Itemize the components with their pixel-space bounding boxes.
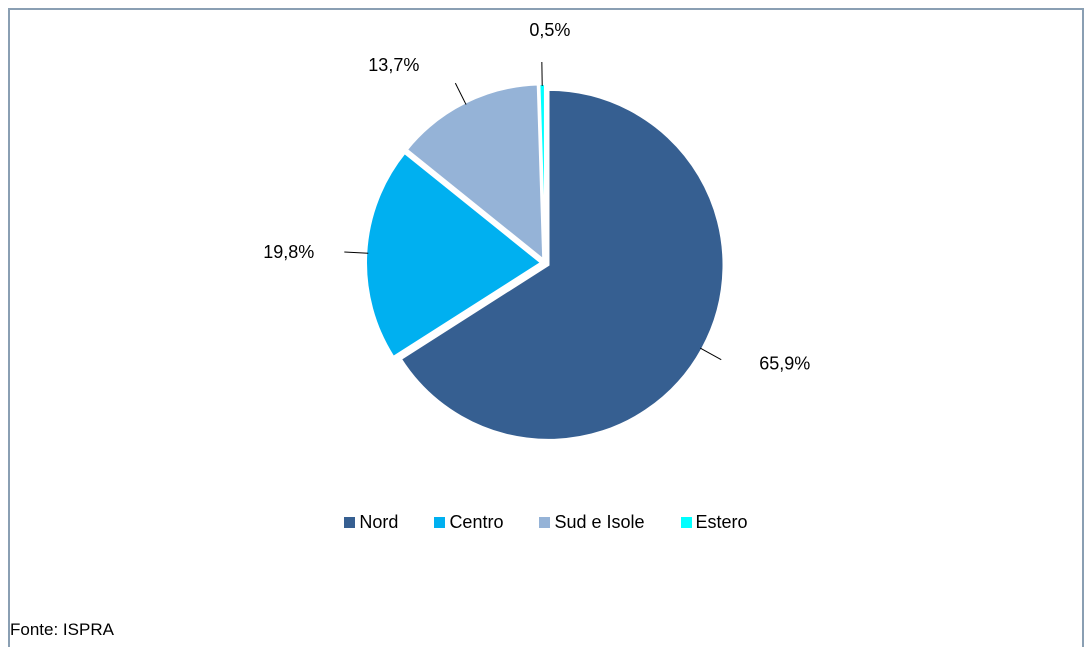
leader-line bbox=[699, 347, 722, 361]
chart-legend: Nord Centro Sud e Isole Estero bbox=[0, 512, 1092, 533]
leader-line bbox=[454, 82, 467, 105]
legend-item-estero: Estero bbox=[680, 512, 748, 533]
data-label: 65,9% bbox=[759, 354, 810, 374]
legend-label: Sud e Isole bbox=[554, 512, 645, 532]
data-label: 13,7% bbox=[368, 55, 419, 75]
legend-swatch bbox=[344, 517, 356, 528]
legend-swatch bbox=[434, 517, 446, 528]
chart-frame bbox=[8, 8, 1084, 647]
legend-swatch bbox=[539, 517, 551, 528]
data-label: 0,5% bbox=[529, 20, 570, 40]
legend-label: Nord bbox=[359, 512, 399, 532]
legend-label: Estero bbox=[695, 512, 748, 532]
leader-line bbox=[344, 251, 369, 254]
legend-label: Centro bbox=[449, 512, 504, 532]
source-note: Fonte: ISPRA bbox=[10, 620, 114, 639]
legend-item-sud-e-isole: Sud e Isole bbox=[539, 512, 645, 533]
legend-item-nord: Nord bbox=[344, 512, 398, 533]
data-label: 19,8% bbox=[263, 242, 314, 262]
legend-item-centro: Centro bbox=[434, 512, 503, 533]
legend-swatch bbox=[680, 517, 692, 528]
